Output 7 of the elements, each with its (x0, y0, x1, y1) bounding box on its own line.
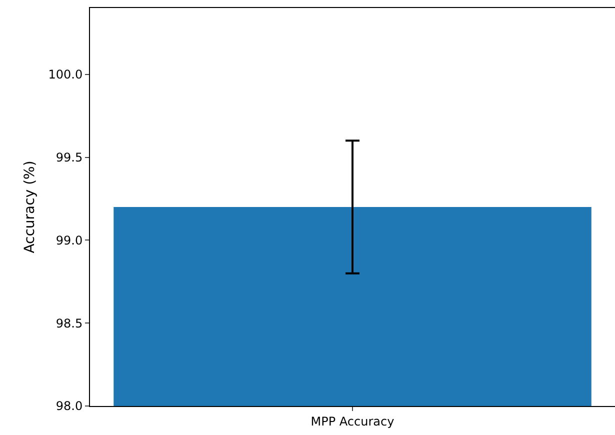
y-tick-label: 99.0 (56, 233, 83, 248)
y-tick-label: 98.5 (56, 316, 83, 330)
y-tick-label: 100.0 (48, 68, 83, 82)
y-tick-label: 98.0 (56, 399, 83, 414)
x-tick-label: MPP Accuracy (310, 414, 394, 428)
y-tick-label: 99.5 (56, 150, 83, 164)
y-axis-title: Accuracy (%) (22, 160, 38, 254)
